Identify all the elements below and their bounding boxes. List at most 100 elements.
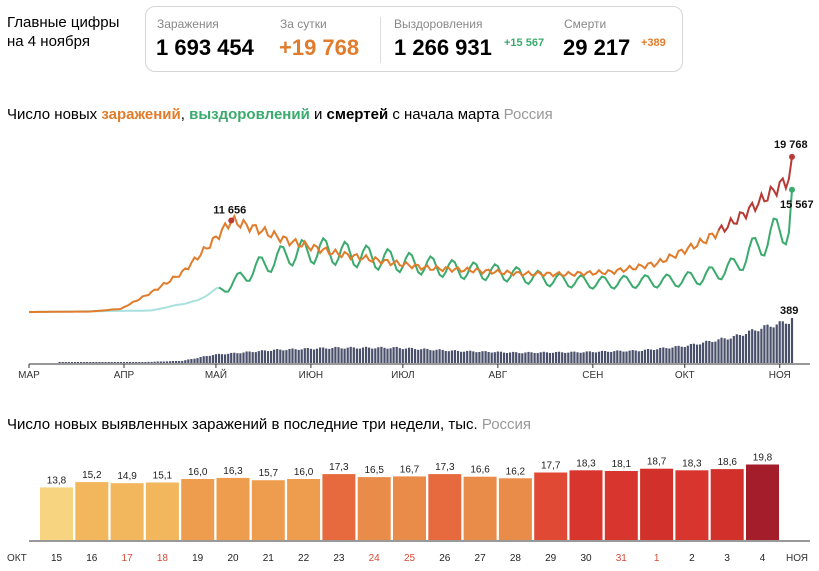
death-bar — [383, 347, 386, 363]
death-bar — [751, 329, 754, 363]
death-bar — [625, 351, 628, 363]
deaths-label: Смерти — [564, 17, 607, 31]
death-bar — [558, 351, 561, 363]
death-bar — [450, 350, 453, 363]
day-bar — [640, 468, 674, 540]
death-bar — [349, 346, 352, 363]
latest-deaths-label: 389 — [780, 305, 798, 317]
bar-value-label: 16,2 — [506, 466, 526, 477]
death-bar — [227, 353, 230, 363]
month-label: ИЮН — [299, 370, 324, 381]
death-bar — [564, 352, 567, 363]
death-bar — [754, 330, 757, 363]
three-week-bar-chart: 13,8 15,2 14,9 15,1 16,0 16,3 15,7 16,0 17,3 16,5… — [7, 453, 810, 564]
bar-value-label: 15,7 — [259, 468, 279, 479]
death-bar — [126, 362, 129, 363]
recovered-label: Выздоровления — [394, 17, 483, 31]
death-bar — [573, 351, 576, 363]
death-bar — [208, 355, 211, 363]
death-bar — [165, 361, 168, 363]
chart1-annotations: 11 656 19 768 15 567 389 — [213, 139, 813, 317]
death-bar — [622, 351, 625, 363]
death-bar — [395, 346, 398, 363]
death-bar — [404, 348, 407, 363]
death-bar — [530, 352, 533, 363]
death-bar — [150, 361, 153, 363]
day-bar — [287, 479, 321, 540]
death-bar — [723, 338, 726, 363]
chart2-region: Россия — [481, 416, 532, 433]
death-bar — [64, 362, 67, 363]
death-bar — [649, 349, 653, 363]
month-end-label: НОЯ — [786, 553, 808, 564]
death-bar — [637, 351, 640, 363]
bar-value-label: 17,3 — [329, 462, 349, 473]
death-bar — [371, 348, 374, 363]
day-label: 31 — [616, 553, 628, 564]
death-bar — [481, 351, 484, 363]
month-label: ИЮЛ — [391, 370, 414, 381]
bar-value-label: 14,9 — [117, 471, 137, 482]
bar-value-label: 18,1 — [612, 459, 632, 470]
day-label: 30 — [580, 553, 592, 564]
death-bar — [582, 352, 585, 363]
death-bar — [361, 347, 365, 363]
death-bar — [515, 352, 518, 363]
death-bar — [196, 358, 199, 363]
death-bar — [282, 350, 285, 363]
death-bar — [478, 352, 481, 363]
death-bar — [766, 324, 769, 363]
day-bar — [181, 479, 215, 540]
deaths-delta: +389 — [641, 37, 666, 49]
chart1-title-deaths: смертей — [326, 106, 389, 123]
death-bar — [162, 361, 165, 363]
death-bar — [322, 347, 325, 363]
death-bar — [729, 338, 732, 363]
death-bar — [159, 361, 162, 363]
death-bar — [214, 354, 217, 363]
bar-value-label: 16,7 — [400, 464, 420, 475]
death-bar — [662, 347, 665, 363]
deaths-value: 29 217 — [563, 35, 631, 60]
day-bar — [428, 474, 462, 540]
chart1-x-labels: МАР АПР МАЙ ИЮН ИЮЛ АВГ СЕН ОКТ НОЯ — [18, 364, 791, 381]
death-bar — [711, 342, 714, 363]
day-label: 26 — [439, 553, 451, 564]
death-bar — [705, 340, 708, 363]
death-bar — [496, 351, 499, 363]
death-bar — [132, 362, 135, 363]
death-bar — [634, 350, 637, 363]
day-label: 19 — [192, 553, 204, 564]
death-bar — [98, 362, 101, 363]
death-bar — [76, 362, 80, 363]
death-bar — [386, 348, 389, 363]
bar-value-label: 17,7 — [541, 461, 561, 472]
day-bar — [604, 471, 638, 540]
death-bar — [653, 350, 656, 363]
death-bar — [744, 334, 748, 363]
death-bar — [600, 350, 604, 363]
death-bar — [757, 331, 760, 363]
death-bar — [110, 362, 113, 363]
month-label: МАЙ — [205, 368, 227, 381]
death-bar — [270, 350, 273, 363]
day-label: 28 — [510, 553, 522, 564]
death-bar — [251, 352, 254, 363]
death-bar — [680, 346, 683, 363]
death-bar — [309, 348, 312, 363]
death-bar — [677, 345, 680, 363]
death-bar — [594, 352, 597, 363]
death-bar — [365, 346, 368, 363]
death-bar — [230, 352, 233, 363]
death-bar — [407, 347, 411, 363]
bar-value-label: 15,2 — [82, 470, 102, 481]
day-bar — [710, 469, 744, 540]
day-bar — [322, 474, 356, 540]
day-bar — [251, 480, 285, 540]
death-bar — [288, 349, 291, 363]
death-bar — [294, 349, 297, 363]
latest-infections-label: 19 768 — [774, 139, 808, 151]
bar-value-label: 18,6 — [717, 457, 737, 468]
death-bar — [153, 361, 156, 363]
death-bar — [171, 361, 175, 363]
